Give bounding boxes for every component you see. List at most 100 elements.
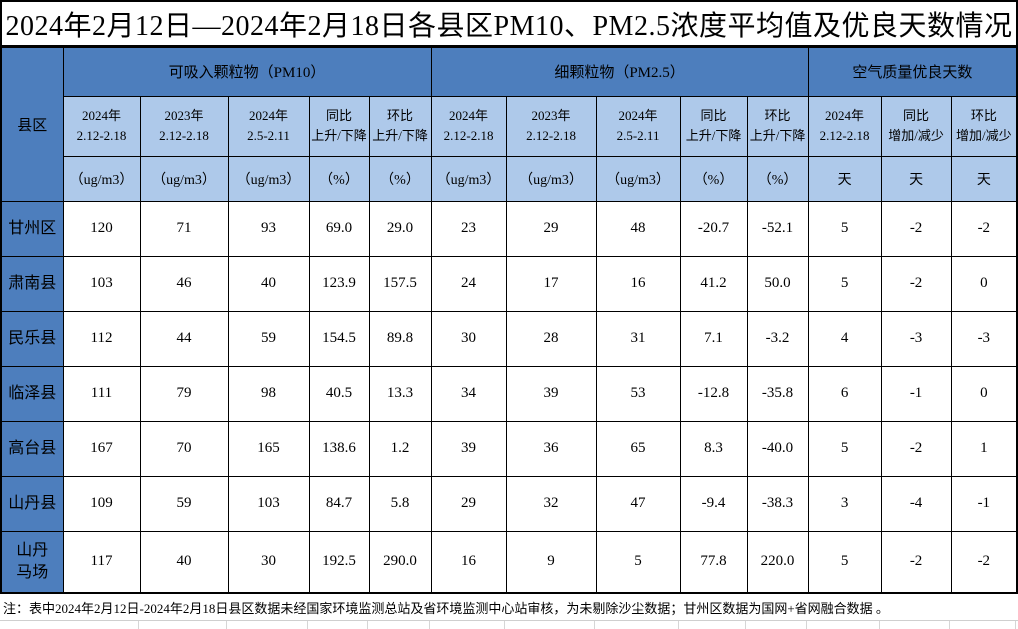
- data-cell[interactable]: 154.5: [308, 310, 370, 367]
- data-cell[interactable]: 111: [62, 365, 141, 422]
- data-cell[interactable]: 59: [227, 310, 310, 367]
- data-cell[interactable]: 30: [227, 530, 310, 594]
- unit-header[interactable]: （ug/m3）: [430, 155, 507, 202]
- data-cell[interactable]: 77.8: [679, 530, 748, 594]
- data-cell[interactable]: 93: [227, 200, 310, 257]
- data-cell[interactable]: -9.4: [679, 475, 748, 532]
- data-cell[interactable]: 4: [807, 310, 882, 367]
- data-cell[interactable]: 1: [950, 420, 1018, 477]
- county-cell[interactable]: 高台县: [0, 420, 64, 477]
- data-cell[interactable]: 89.8: [368, 310, 432, 367]
- data-cell[interactable]: 138.6: [308, 420, 370, 477]
- data-cell[interactable]: 16: [595, 255, 681, 312]
- data-cell[interactable]: 28: [505, 310, 597, 367]
- data-cell[interactable]: 157.5: [368, 255, 432, 312]
- data-cell[interactable]: -2: [880, 255, 952, 312]
- data-cell[interactable]: 0: [950, 365, 1018, 422]
- data-cell[interactable]: 41.2: [679, 255, 748, 312]
- data-cell[interactable]: -40.0: [746, 420, 809, 477]
- data-cell[interactable]: 9: [505, 530, 597, 594]
- data-cell[interactable]: 79: [139, 365, 229, 422]
- data-cell[interactable]: 167: [62, 420, 141, 477]
- data-cell[interactable]: 220.0: [746, 530, 809, 594]
- data-cell[interactable]: -1: [950, 475, 1018, 532]
- data-cell[interactable]: 40.5: [308, 365, 370, 422]
- data-cell[interactable]: 53: [595, 365, 681, 422]
- period-header[interactable]: 2024年 2.12-2.18: [807, 95, 882, 157]
- data-cell[interactable]: -3: [950, 310, 1018, 367]
- data-cell[interactable]: 46: [139, 255, 229, 312]
- unit-header[interactable]: （ug/m3）: [139, 155, 229, 202]
- county-cell[interactable]: 山丹 马场: [0, 530, 64, 594]
- data-cell[interactable]: 39: [505, 365, 597, 422]
- data-cell[interactable]: 84.7: [308, 475, 370, 532]
- data-cell[interactable]: -2: [880, 420, 952, 477]
- data-cell[interactable]: 32: [505, 475, 597, 532]
- data-cell[interactable]: -38.3: [746, 475, 809, 532]
- unit-header[interactable]: （ug/m3）: [505, 155, 597, 202]
- data-cell[interactable]: 71: [139, 200, 229, 257]
- data-cell[interactable]: -2: [950, 200, 1018, 257]
- unit-header[interactable]: （%）: [679, 155, 748, 202]
- period-header[interactable]: 2023年 2.12-2.18: [505, 95, 597, 157]
- data-cell[interactable]: 16: [430, 530, 507, 594]
- column-header-county[interactable]: 县区: [0, 46, 64, 202]
- data-cell[interactable]: -52.1: [746, 200, 809, 257]
- county-cell[interactable]: 临泽县: [0, 365, 64, 422]
- data-cell[interactable]: 29: [505, 200, 597, 257]
- data-cell[interactable]: 5: [807, 420, 882, 477]
- data-cell[interactable]: 34: [430, 365, 507, 422]
- data-cell[interactable]: -4: [880, 475, 952, 532]
- data-cell[interactable]: 120: [62, 200, 141, 257]
- data-cell[interactable]: 29.0: [368, 200, 432, 257]
- data-cell[interactable]: 40: [139, 530, 229, 594]
- data-cell[interactable]: 109: [62, 475, 141, 532]
- data-cell[interactable]: -3: [880, 310, 952, 367]
- period-header[interactable]: 环比 上升/下降: [368, 95, 432, 157]
- data-cell[interactable]: -1: [880, 365, 952, 422]
- data-cell[interactable]: -12.8: [679, 365, 748, 422]
- period-header[interactable]: 2024年 2.5-2.11: [227, 95, 310, 157]
- period-header[interactable]: 2023年 2.12-2.18: [139, 95, 229, 157]
- data-cell[interactable]: 5: [595, 530, 681, 594]
- unit-header[interactable]: （ug/m3）: [62, 155, 141, 202]
- data-cell[interactable]: 103: [62, 255, 141, 312]
- data-cell[interactable]: 6: [807, 365, 882, 422]
- data-cell[interactable]: 1.2: [368, 420, 432, 477]
- data-cell[interactable]: 13.3: [368, 365, 432, 422]
- data-cell[interactable]: -2: [950, 530, 1018, 594]
- data-cell[interactable]: 123.9: [308, 255, 370, 312]
- period-header[interactable]: 同比 上升/下降: [679, 95, 748, 157]
- data-cell[interactable]: 0: [950, 255, 1018, 312]
- data-cell[interactable]: -2: [880, 530, 952, 594]
- period-header[interactable]: 环比 上升/下降: [746, 95, 809, 157]
- data-cell[interactable]: 31: [595, 310, 681, 367]
- data-cell[interactable]: 36: [505, 420, 597, 477]
- period-header[interactable]: 环比 增加/减少: [950, 95, 1018, 157]
- unit-header[interactable]: 天: [880, 155, 952, 202]
- data-cell[interactable]: 103: [227, 475, 310, 532]
- group-header-pm25[interactable]: 细颗粒物（PM2.5）: [430, 46, 809, 97]
- data-cell[interactable]: 50.0: [746, 255, 809, 312]
- unit-header[interactable]: （%）: [746, 155, 809, 202]
- data-cell[interactable]: 5: [807, 530, 882, 594]
- unit-header[interactable]: （ug/m3）: [595, 155, 681, 202]
- data-cell[interactable]: -3.2: [746, 310, 809, 367]
- data-cell[interactable]: 5: [807, 255, 882, 312]
- data-cell[interactable]: 290.0: [368, 530, 432, 594]
- data-cell[interactable]: 48: [595, 200, 681, 257]
- data-cell[interactable]: 117: [62, 530, 141, 594]
- unit-header[interactable]: 天: [950, 155, 1018, 202]
- data-cell[interactable]: 40: [227, 255, 310, 312]
- county-cell[interactable]: 民乐县: [0, 310, 64, 367]
- data-cell[interactable]: 165: [227, 420, 310, 477]
- data-cell[interactable]: 112: [62, 310, 141, 367]
- data-cell[interactable]: 98: [227, 365, 310, 422]
- period-header[interactable]: 2024年 2.5-2.11: [595, 95, 681, 157]
- period-header[interactable]: 同比 上升/下降: [308, 95, 370, 157]
- county-cell[interactable]: 肃南县: [0, 255, 64, 312]
- data-cell[interactable]: 23: [430, 200, 507, 257]
- data-cell[interactable]: 17: [505, 255, 597, 312]
- data-cell[interactable]: 69.0: [308, 200, 370, 257]
- data-cell[interactable]: 29: [430, 475, 507, 532]
